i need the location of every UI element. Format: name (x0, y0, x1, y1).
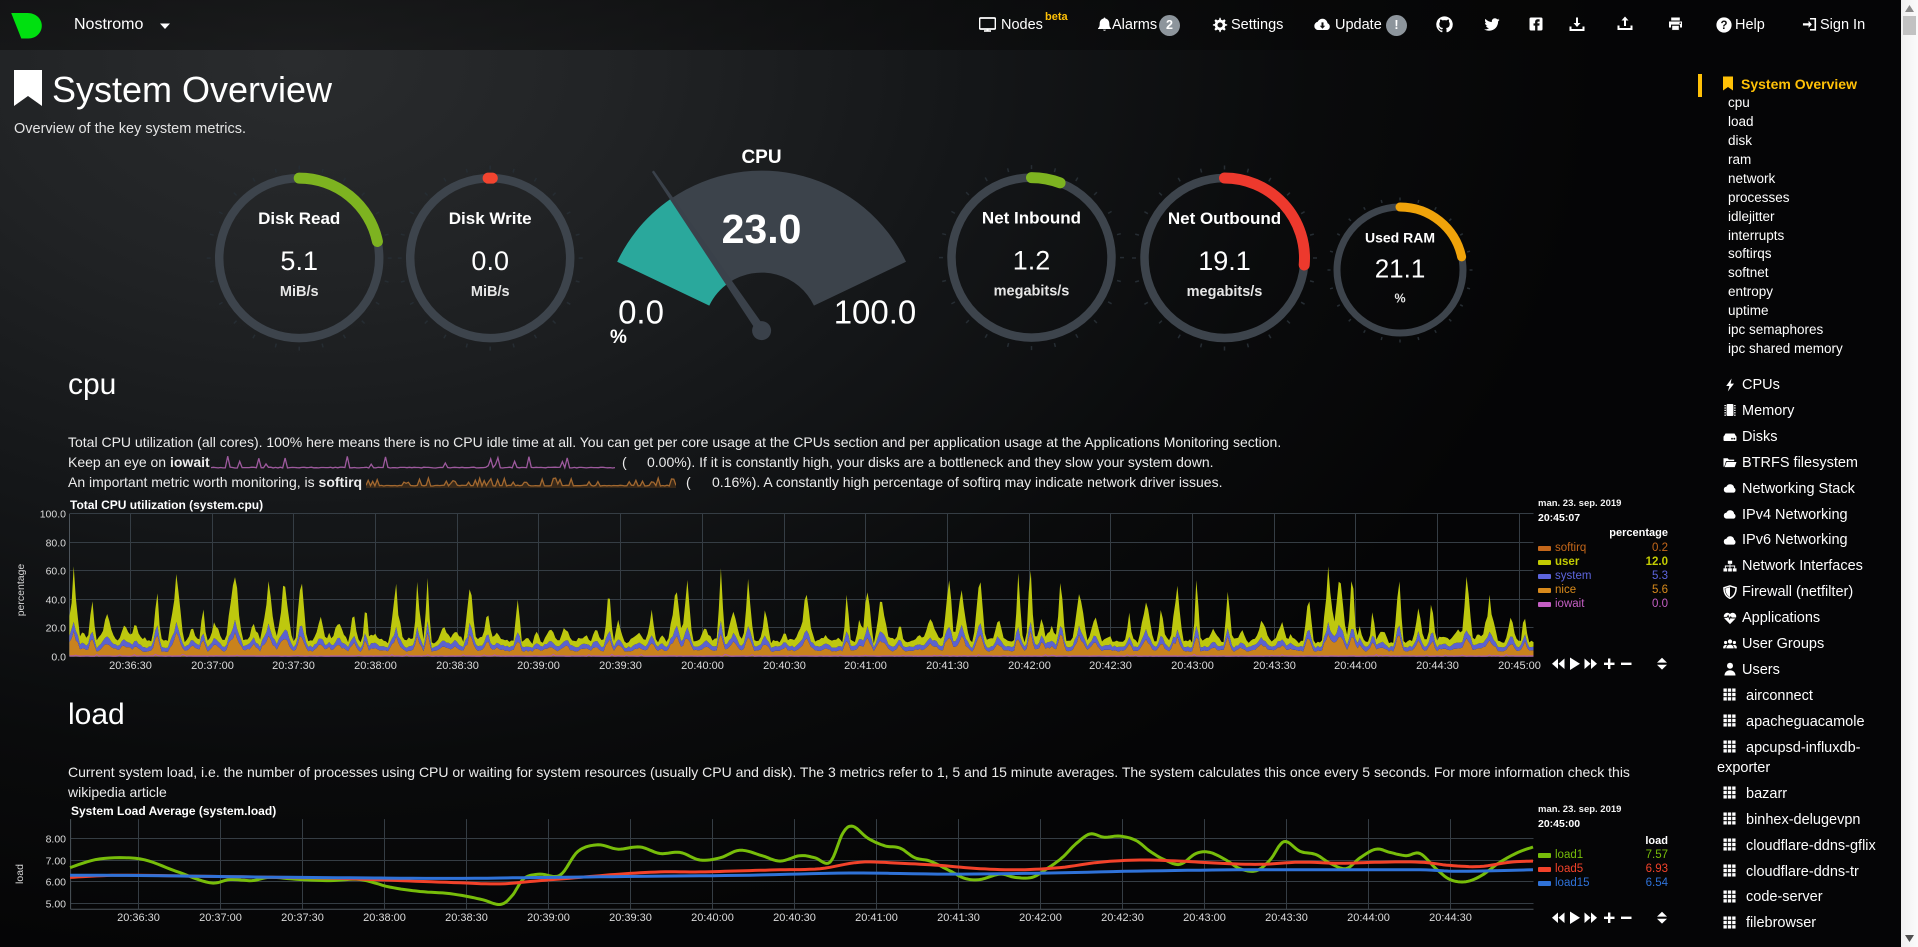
svg-text:20:36:30: 20:36:30 (117, 912, 160, 924)
svg-text:100.0: 100.0 (834, 294, 917, 331)
svg-text:Disk Read: Disk Read (258, 209, 340, 228)
svg-text:20:38:30: 20:38:30 (445, 912, 488, 924)
svg-text:%: % (610, 327, 627, 348)
svg-text:20:41:00: 20:41:00 (844, 660, 887, 672)
svg-text:20:44:30: 20:44:30 (1416, 660, 1459, 672)
svg-text:20:38:00: 20:38:00 (363, 912, 406, 924)
svg-text:21.1: 21.1 (1375, 254, 1426, 284)
svg-text:20:37:30: 20:37:30 (281, 912, 324, 924)
svg-text:20:39:00: 20:39:00 (527, 912, 570, 924)
svg-text:%: % (1394, 291, 1405, 305)
svg-text:20:37:30: 20:37:30 (272, 660, 315, 672)
svg-text:20:43:30: 20:43:30 (1253, 660, 1296, 672)
svg-text:20:44:30: 20:44:30 (1429, 912, 1472, 924)
svg-text:20:42:00: 20:42:00 (1019, 912, 1062, 924)
svg-text:20:41:30: 20:41:30 (937, 912, 980, 924)
svg-text:40.0: 40.0 (46, 595, 67, 607)
svg-text:CPU: CPU (741, 147, 781, 168)
svg-text:MiB/s: MiB/s (471, 284, 510, 300)
svg-text:7.00: 7.00 (46, 856, 67, 868)
svg-text:MiB/s: MiB/s (280, 284, 319, 300)
svg-text:20:39:30: 20:39:30 (599, 660, 642, 672)
svg-text:?: ? (1720, 20, 1727, 32)
svg-text:20:37:00: 20:37:00 (199, 912, 242, 924)
svg-text:100.0: 100.0 (40, 509, 66, 521)
svg-text:20:38:00: 20:38:00 (354, 660, 397, 672)
svg-text:20:45:00: 20:45:00 (1498, 660, 1541, 672)
svg-text:20:37:00: 20:37:00 (191, 660, 234, 672)
svg-text:System Load Average (system.lo: System Load Average (system.load) (71, 804, 276, 818)
svg-text:20:43:00: 20:43:00 (1171, 660, 1214, 672)
svg-text:Net Outbound: Net Outbound (1168, 209, 1281, 228)
svg-text:Total CPU utilization (system.: Total CPU utilization (system.cpu) (70, 498, 263, 512)
svg-text:20:39:00: 20:39:00 (517, 660, 560, 672)
svg-text:20.0: 20.0 (46, 623, 67, 635)
svg-text:0.0: 0.0 (51, 652, 66, 664)
svg-text:20:44:00: 20:44:00 (1334, 660, 1377, 672)
svg-text:Used RAM: Used RAM (1365, 229, 1435, 245)
svg-text:20:40:00: 20:40:00 (691, 912, 734, 924)
svg-text:23.0: 23.0 (722, 206, 802, 252)
svg-text:0.0: 0.0 (618, 294, 664, 331)
svg-text:0.0: 0.0 (471, 246, 509, 276)
svg-text:6.00: 6.00 (46, 877, 67, 889)
svg-text:20:40:00: 20:40:00 (681, 660, 724, 672)
svg-text:megabits/s: megabits/s (1187, 284, 1263, 300)
svg-text:20:40:30: 20:40:30 (763, 660, 806, 672)
svg-text:19.1: 19.1 (1198, 246, 1251, 276)
svg-text:20:40:30: 20:40:30 (773, 912, 816, 924)
svg-text:5.00: 5.00 (46, 899, 67, 911)
svg-text:20:43:00: 20:43:00 (1183, 912, 1226, 924)
svg-text:20:41:00: 20:41:00 (855, 912, 898, 924)
svg-text:20:42:30: 20:42:30 (1089, 660, 1132, 672)
svg-text:60.0: 60.0 (46, 566, 67, 578)
svg-text:20:43:30: 20:43:30 (1265, 912, 1308, 924)
svg-text:8.00: 8.00 (46, 834, 67, 846)
svg-text:megabits/s: megabits/s (994, 284, 1070, 300)
svg-text:1.2: 1.2 (1013, 246, 1051, 276)
svg-text:Net Inbound: Net Inbound (982, 209, 1081, 228)
svg-text:5.1: 5.1 (280, 246, 318, 276)
svg-text:Disk Write: Disk Write (449, 209, 532, 228)
svg-text:20:41:30: 20:41:30 (926, 660, 969, 672)
svg-text:20:42:30: 20:42:30 (1101, 912, 1144, 924)
svg-text:20:39:30: 20:39:30 (609, 912, 652, 924)
svg-text:20:42:00: 20:42:00 (1008, 660, 1051, 672)
svg-text:20:36:30: 20:36:30 (109, 660, 152, 672)
svg-text:80.0: 80.0 (46, 538, 67, 550)
svg-text:20:38:30: 20:38:30 (436, 660, 479, 672)
svg-text:20:44:00: 20:44:00 (1347, 912, 1390, 924)
